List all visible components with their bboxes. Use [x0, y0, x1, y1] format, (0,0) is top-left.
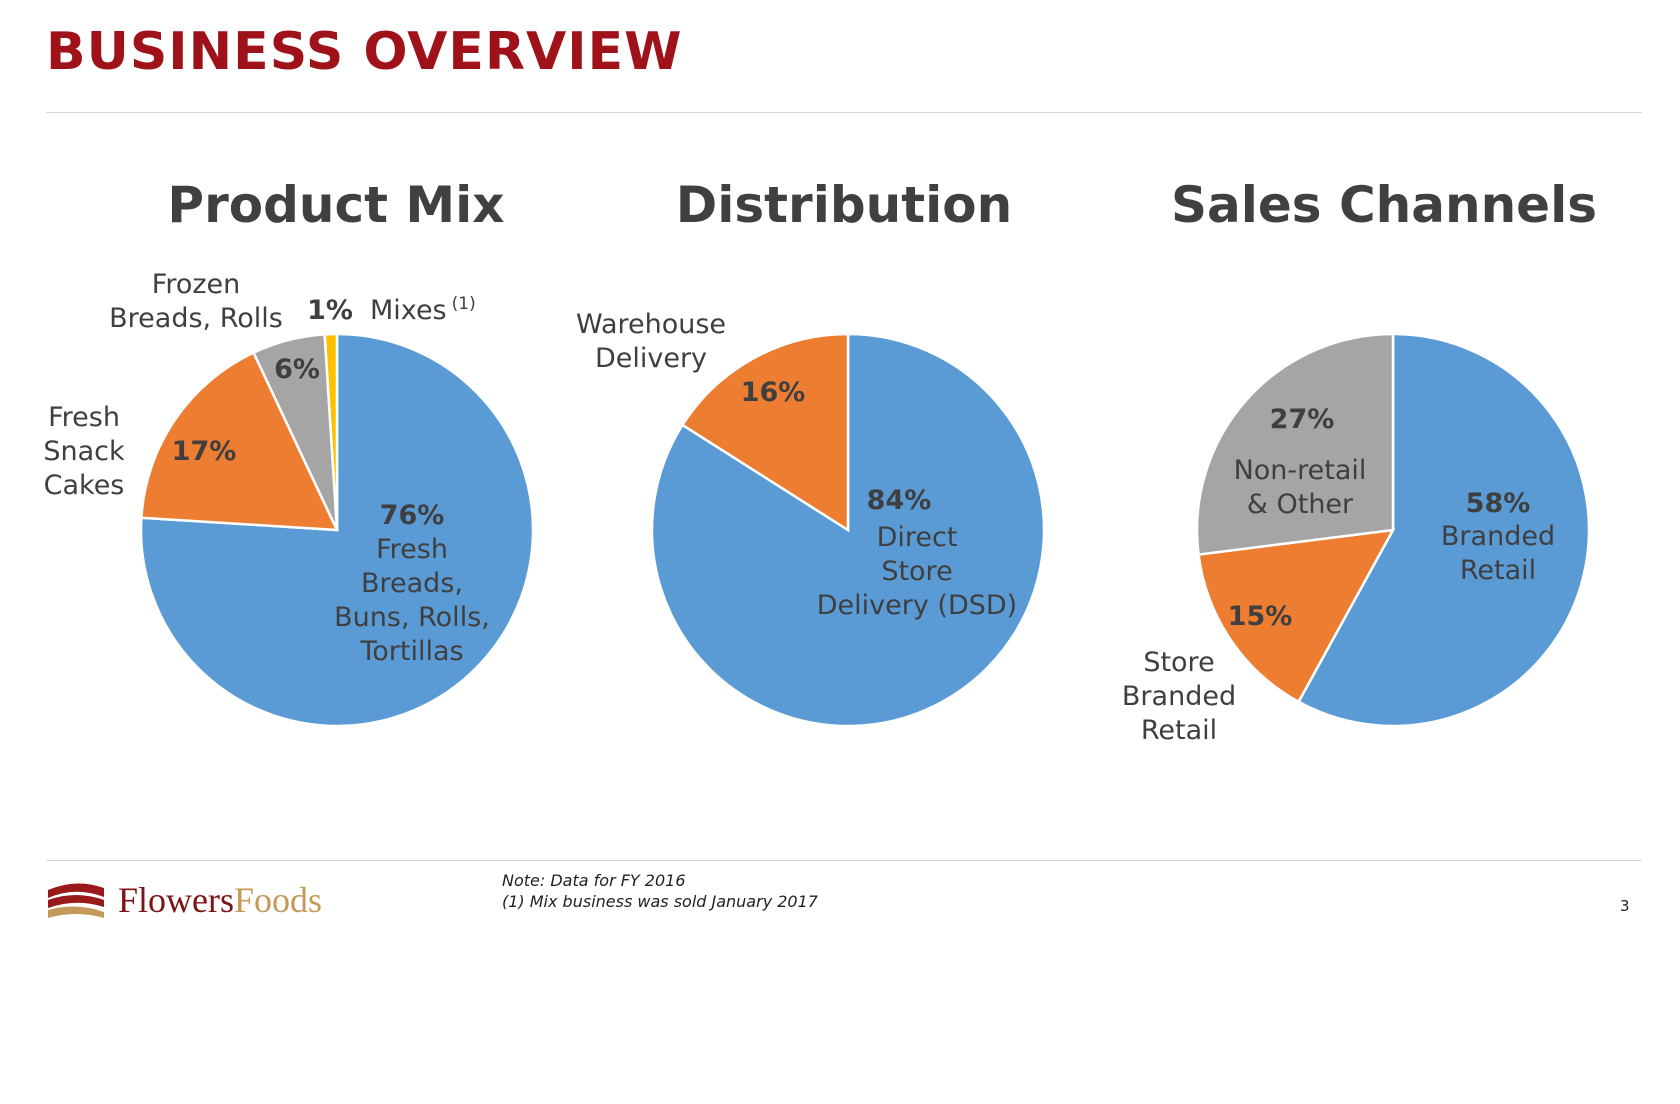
footnotes: Note: Data for FY 2016 (1) Mix business … [502, 870, 818, 912]
distribution-pct-label-1: 84% [867, 485, 932, 516]
sales-channels-pct-label-3: 27% [1270, 404, 1335, 435]
logo-text-foods: Foods [234, 880, 323, 920]
sales-channels-slice-2 [1197, 528, 1396, 704]
wheat-swoosh-logo-icon [48, 883, 104, 918]
footnote-fy2016: Note: Data for FY 2016 [502, 871, 686, 890]
sales-channels-category-label-3: Non-retail & Other [1234, 455, 1367, 520]
product-mix-category-label-4: Mixes (1) [370, 294, 476, 326]
sales-channels-category-label-1: Branded Retail [1441, 521, 1555, 586]
top-divider [46, 112, 1642, 113]
sales-channels-slice-1 [1296, 332, 1591, 728]
pie-charts-canvas: 76%Fresh Breads, Buns, Rolls, Tortillas 17% F… [43, 269, 1591, 746]
distribution-category-label-1: Direct Store Delivery (DSD) [817, 522, 1017, 621]
sales-channels-slice-3 [1195, 332, 1395, 556]
slide-title: BUSINESS OVERVIEW [46, 22, 683, 82]
chart-title-sales-channels: Sales Channels [1170, 176, 1597, 234]
distribution-category-label-2: Warehouse Delivery [576, 309, 726, 374]
page-number: 3 [1620, 897, 1630, 915]
product-mix-slice-1 [139, 332, 535, 728]
product-mix-category-label-3: Frozen Breads, Rolls [109, 269, 283, 334]
product-mix-pct-label-3: 6% [274, 354, 320, 385]
distribution-pct-label-2: 16% [741, 377, 806, 408]
product-mix-category-label-2: Fresh Snack Cakes [43, 402, 125, 501]
product-mix-pct-label-1: 76% [380, 500, 445, 531]
logo-text-flowers: Flowers [118, 880, 234, 920]
product-mix-slice-2 [140, 350, 340, 532]
product-mix-category-label-1: Fresh Breads, Buns, Rolls, Tortillas [334, 534, 490, 667]
logo-wordmark: FlowersFoods [118, 880, 322, 920]
chart-title-product-mix: Product Mix [167, 176, 505, 234]
sales-channels-category-label-2: Store Branded Retail [1122, 647, 1236, 746]
footnote-mix-sold: (1) Mix business was sold January 2017 [502, 892, 818, 911]
sales-channels-pct-label-2: 15% [1228, 601, 1293, 632]
product-mix-pct-label-4: 1% [307, 295, 353, 326]
product-mix-slice-4 [323, 332, 339, 531]
chart-title-distribution: Distribution [675, 176, 1013, 234]
bottom-divider [46, 860, 1642, 861]
product-mix-pct-label-2: 17% [172, 436, 237, 467]
sales-channels-pct-label-1: 58% [1466, 488, 1531, 519]
distribution-slice-2 [680, 332, 850, 533]
